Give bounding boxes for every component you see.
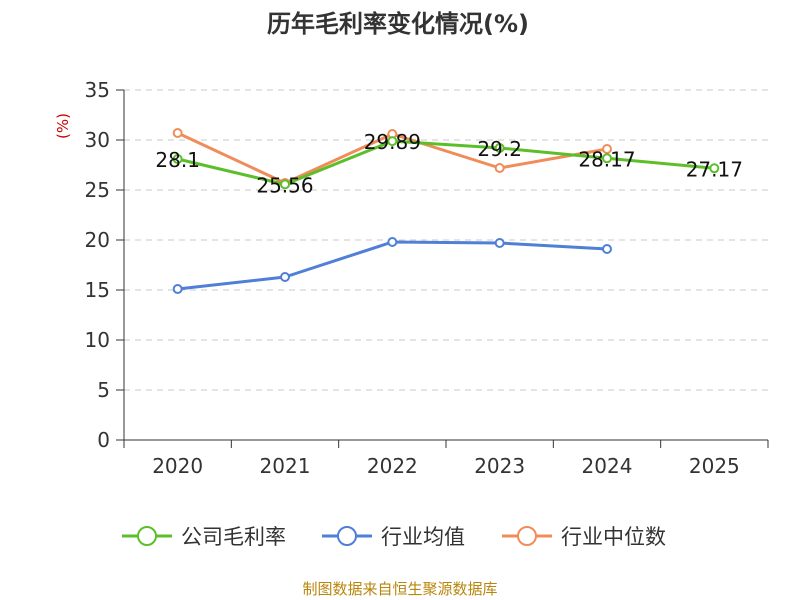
legend-item[interactable]: 行业中位数 xyxy=(502,525,666,549)
data-point[interactable] xyxy=(280,272,290,282)
x-tick-label: 2024 xyxy=(582,454,633,478)
data-point[interactable] xyxy=(709,163,720,174)
legend-label: 行业中位数 xyxy=(561,525,666,549)
data-label: 29.89 xyxy=(364,130,421,154)
legend-item[interactable]: 行业均值 xyxy=(322,525,465,549)
data-point[interactable] xyxy=(602,153,612,164)
data-point[interactable] xyxy=(172,128,183,138)
legend-label: 行业均值 xyxy=(381,525,465,549)
x-tick-label: 2021 xyxy=(260,454,311,478)
data-point[interactable] xyxy=(494,163,505,173)
series-line-1 xyxy=(177,240,608,291)
x-tick-label: 2022 xyxy=(367,454,418,478)
data-point[interactable] xyxy=(172,284,183,294)
data-point[interactable] xyxy=(280,179,290,190)
legend-label: 公司毛利率 xyxy=(181,525,286,549)
data-point[interactable] xyxy=(602,144,612,154)
data-label: 25.56 xyxy=(256,173,313,197)
legend-item[interactable]: 公司毛利率 xyxy=(122,525,286,549)
y-tick-label: 5 xyxy=(97,378,110,402)
y-tick-label: 15 xyxy=(85,278,110,302)
data-labels: 28.1 25.56 29.89 29.2 28.17 27.17 xyxy=(155,130,743,197)
y-tick-label: 20 xyxy=(85,228,110,252)
y-tick-label: 30 xyxy=(85,128,110,152)
data-point[interactable] xyxy=(494,238,505,248)
data-label: 28.1 xyxy=(155,148,200,172)
data-point[interactable] xyxy=(387,136,398,147)
data-point[interactable] xyxy=(172,154,183,164)
x-tick-label: 2023 xyxy=(474,454,525,478)
data-point[interactable] xyxy=(602,244,612,254)
legend[interactable]: 公司毛利率 行业均值 行业中位数 xyxy=(122,525,666,549)
data-label: 27.17 xyxy=(686,157,743,181)
legend-swatch-marker xyxy=(137,526,157,546)
legend-swatch-marker xyxy=(337,526,357,546)
y-tick-label: 10 xyxy=(85,328,110,352)
y-tick-label: 0 xyxy=(97,428,110,452)
data-point[interactable] xyxy=(494,143,505,153)
y-axis-label: (%) xyxy=(54,113,72,139)
y-tick-label: 35 xyxy=(85,78,110,102)
y-tick-label: 25 xyxy=(85,178,110,202)
source-note: 制图数据来自恒生聚源数据库 xyxy=(302,580,497,598)
data-label: 29.2 xyxy=(477,137,522,161)
plot-area xyxy=(172,128,720,294)
series-line-0 xyxy=(177,139,715,186)
x-tick-label: 2020 xyxy=(152,454,203,478)
x-tick-label: 2025 xyxy=(689,454,740,478)
data-label: 28.17 xyxy=(578,147,635,171)
legend-swatch-marker xyxy=(517,526,537,546)
grid xyxy=(124,89,768,391)
chart-title: 历年毛利率变化情况(%) xyxy=(267,10,529,38)
data-point[interactable] xyxy=(387,237,398,247)
